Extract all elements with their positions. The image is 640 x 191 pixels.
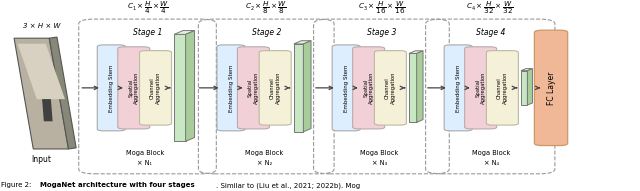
- Text: $C_3\times\dfrac{H}{16}\times\dfrac{W}{16}$: $C_3\times\dfrac{H}{16}\times\dfrac{W}{1…: [358, 0, 405, 16]
- Text: Stage 1: Stage 1: [133, 28, 162, 37]
- Polygon shape: [174, 31, 195, 34]
- Text: Moga Block: Moga Block: [472, 150, 511, 156]
- FancyBboxPatch shape: [444, 45, 472, 131]
- Polygon shape: [294, 41, 311, 44]
- Text: Input: Input: [31, 155, 51, 164]
- Text: × N₃: × N₃: [372, 160, 387, 166]
- Polygon shape: [527, 69, 532, 105]
- FancyBboxPatch shape: [465, 47, 497, 129]
- Text: 3 × H × W: 3 × H × W: [22, 23, 60, 29]
- Text: Stage 4: Stage 4: [476, 28, 505, 37]
- Polygon shape: [186, 31, 195, 141]
- Text: $C_1\times\dfrac{H}{4}\times\dfrac{W}{4}$: $C_1\times\dfrac{H}{4}\times\dfrac{W}{4}…: [127, 0, 168, 16]
- Text: Stage 2: Stage 2: [252, 28, 281, 37]
- Polygon shape: [294, 44, 303, 132]
- FancyBboxPatch shape: [140, 51, 172, 125]
- Polygon shape: [42, 99, 52, 121]
- Text: Moga Block: Moga Block: [245, 150, 284, 156]
- FancyBboxPatch shape: [118, 47, 150, 129]
- FancyBboxPatch shape: [259, 51, 291, 125]
- Text: × N₄: × N₄: [484, 160, 499, 166]
- Text: $C_4\times\dfrac{H}{32}\times\dfrac{W}{32}$: $C_4\times\dfrac{H}{32}\times\dfrac{W}{3…: [467, 0, 514, 16]
- FancyBboxPatch shape: [217, 45, 245, 131]
- Polygon shape: [521, 69, 532, 71]
- Text: MogaNet architecture with four stages: MogaNet architecture with four stages: [40, 182, 195, 188]
- FancyBboxPatch shape: [237, 47, 269, 129]
- Polygon shape: [521, 71, 527, 105]
- Text: Embedding Stem: Embedding Stem: [344, 64, 349, 112]
- Text: Moga Block: Moga Block: [360, 150, 399, 156]
- Polygon shape: [174, 34, 186, 141]
- Polygon shape: [409, 53, 417, 122]
- Text: Channel
Aggregation: Channel Aggregation: [150, 72, 161, 104]
- Text: Embedding Stem: Embedding Stem: [456, 64, 461, 112]
- Text: Channel
Aggregation: Channel Aggregation: [385, 72, 396, 104]
- Text: Stage 3: Stage 3: [367, 28, 396, 37]
- Text: × N₂: × N₂: [257, 160, 272, 166]
- FancyBboxPatch shape: [353, 47, 385, 129]
- FancyBboxPatch shape: [534, 30, 568, 146]
- Text: Moga Block: Moga Block: [125, 150, 164, 156]
- FancyBboxPatch shape: [97, 45, 125, 131]
- Text: FC Layer: FC Layer: [547, 71, 556, 104]
- Text: Spatial
Aggregation: Spatial Aggregation: [248, 72, 259, 104]
- Polygon shape: [417, 51, 423, 122]
- FancyBboxPatch shape: [486, 51, 518, 125]
- Text: . Similar to (Liu et al., 2021; 2022b). Mog: . Similar to (Liu et al., 2021; 2022b). …: [216, 182, 360, 189]
- FancyBboxPatch shape: [332, 45, 360, 131]
- Polygon shape: [303, 41, 311, 132]
- FancyBboxPatch shape: [374, 51, 406, 125]
- Text: $C_2\times\dfrac{H}{8}\times\dfrac{W}{8}$: $C_2\times\dfrac{H}{8}\times\dfrac{W}{8}…: [245, 0, 287, 16]
- Text: Figure 2:: Figure 2:: [1, 182, 36, 188]
- Text: Channel
Aggregation: Channel Aggregation: [270, 72, 280, 104]
- Polygon shape: [49, 37, 76, 149]
- Text: Embedding Stem: Embedding Stem: [228, 64, 234, 112]
- Polygon shape: [14, 38, 68, 149]
- Text: Spatial
Aggregation: Spatial Aggregation: [476, 72, 486, 104]
- Text: × N₁: × N₁: [137, 160, 152, 166]
- Text: Channel
Aggregation: Channel Aggregation: [497, 72, 508, 104]
- Text: Spatial
Aggregation: Spatial Aggregation: [129, 72, 139, 104]
- Polygon shape: [409, 51, 423, 53]
- Polygon shape: [18, 44, 65, 99]
- Text: Embedding Stem: Embedding Stem: [109, 64, 114, 112]
- Text: Spatial
Aggregation: Spatial Aggregation: [364, 72, 374, 104]
